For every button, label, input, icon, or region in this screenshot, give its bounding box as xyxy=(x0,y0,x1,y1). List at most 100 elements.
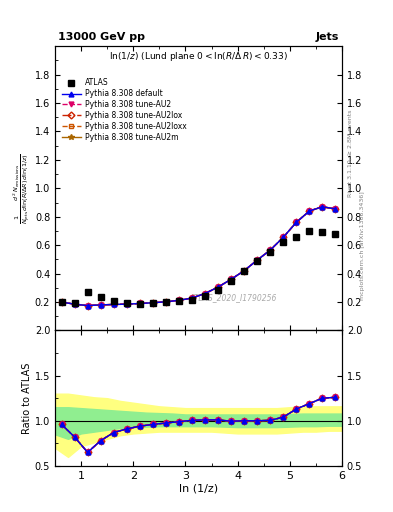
ATLAS xyxy=(229,278,233,284)
Pythia 8.308 tune-AU2 xyxy=(72,301,77,307)
Pythia 8.308 tune-AU2m xyxy=(333,206,338,212)
Pythia 8.308 tune-AU2 xyxy=(203,290,208,296)
Line: Pythia 8.308 tune-AU2m: Pythia 8.308 tune-AU2m xyxy=(59,204,338,308)
Pythia 8.308 tune-AU2 xyxy=(268,247,273,253)
Pythia 8.308 default xyxy=(59,299,64,305)
Pythia 8.308 tune-AU2loxx xyxy=(255,257,259,263)
Pythia 8.308 tune-AU2loxx xyxy=(229,276,233,282)
Pythia 8.308 tune-AU2lox xyxy=(111,302,116,308)
Y-axis label: $\frac{1}{N_\mathrm{jets}}\frac{d^2\,N_\mathrm{emissions}}{d\ln(R/\Delta R)\,d\l: $\frac{1}{N_\mathrm{jets}}\frac{d^2\,N_\… xyxy=(11,153,32,224)
Pythia 8.308 tune-AU2m xyxy=(176,297,181,304)
Pythia 8.308 tune-AU2 xyxy=(189,295,194,301)
ATLAS xyxy=(176,298,181,305)
Pythia 8.308 tune-AU2loxx xyxy=(111,302,116,308)
Pythia 8.308 tune-AU2lox xyxy=(138,301,142,307)
Pythia 8.308 tune-AU2lox xyxy=(85,303,90,309)
Pythia 8.308 tune-AU2 xyxy=(281,234,286,241)
Pythia 8.308 tune-AU2lox xyxy=(59,299,64,305)
Pythia 8.308 tune-AU2m xyxy=(320,204,325,210)
Pythia 8.308 default xyxy=(163,298,168,305)
Pythia 8.308 tune-AU2loxx xyxy=(333,206,338,212)
Pythia 8.308 tune-AU2 xyxy=(294,219,299,225)
Pythia 8.308 tune-AU2 xyxy=(333,206,338,212)
Pythia 8.308 tune-AU2m xyxy=(138,301,142,307)
Pythia 8.308 tune-AU2m xyxy=(255,257,259,263)
ATLAS xyxy=(138,301,142,307)
Pythia 8.308 tune-AU2loxx xyxy=(281,234,286,241)
Pythia 8.308 tune-AU2 xyxy=(176,297,181,304)
Pythia 8.308 tune-AU2lox xyxy=(72,301,77,307)
Pythia 8.308 tune-AU2loxx xyxy=(203,290,208,296)
Pythia 8.308 tune-AU2 xyxy=(216,284,220,290)
ATLAS xyxy=(307,228,312,234)
Text: ATLAS_2020_I1790256: ATLAS_2020_I1790256 xyxy=(189,293,277,302)
Pythia 8.308 tune-AU2loxx xyxy=(242,268,246,274)
Text: mcplots.cern.ch [arXiv:1306.3436]: mcplots.cern.ch [arXiv:1306.3436] xyxy=(360,191,365,300)
ATLAS xyxy=(189,297,194,303)
ATLAS xyxy=(72,300,77,306)
Pythia 8.308 default xyxy=(333,206,338,212)
Pythia 8.308 tune-AU2loxx xyxy=(125,301,129,307)
Text: 13000 GeV pp: 13000 GeV pp xyxy=(58,32,145,42)
Pythia 8.308 tune-AU2lox xyxy=(307,208,312,214)
Pythia 8.308 default xyxy=(320,204,325,210)
ATLAS xyxy=(268,248,273,254)
Pythia 8.308 tune-AU2lox xyxy=(229,276,233,282)
Legend: ATLAS, Pythia 8.308 default, Pythia 8.308 tune-AU2, Pythia 8.308 tune-AU2lox, Py: ATLAS, Pythia 8.308 default, Pythia 8.30… xyxy=(62,78,186,142)
Pythia 8.308 tune-AU2loxx xyxy=(98,302,103,308)
Pythia 8.308 tune-AU2 xyxy=(255,257,259,263)
Pythia 8.308 tune-AU2m xyxy=(59,299,64,305)
Pythia 8.308 tune-AU2m xyxy=(98,302,103,308)
Pythia 8.308 default xyxy=(294,219,299,225)
Pythia 8.308 tune-AU2m xyxy=(151,300,155,306)
Pythia 8.308 tune-AU2lox xyxy=(255,257,259,263)
ATLAS xyxy=(333,231,338,237)
Pythia 8.308 tune-AU2loxx xyxy=(216,284,220,290)
Pythia 8.308 tune-AU2m xyxy=(189,295,194,301)
Pythia 8.308 tune-AU2m xyxy=(268,247,273,253)
Pythia 8.308 tune-AU2lox xyxy=(320,204,325,210)
Y-axis label: Ratio to ATLAS: Ratio to ATLAS xyxy=(22,362,32,434)
Pythia 8.308 tune-AU2 xyxy=(163,298,168,305)
Pythia 8.308 default xyxy=(189,295,194,301)
Pythia 8.308 tune-AU2loxx xyxy=(85,303,90,309)
Pythia 8.308 tune-AU2 xyxy=(320,204,325,210)
ATLAS xyxy=(294,233,299,240)
ATLAS xyxy=(125,300,129,306)
Pythia 8.308 tune-AU2m xyxy=(281,234,286,241)
Pythia 8.308 tune-AU2 xyxy=(85,303,90,309)
ATLAS xyxy=(216,287,220,293)
Pythia 8.308 default xyxy=(125,301,129,307)
Pythia 8.308 tune-AU2loxx xyxy=(59,299,64,305)
Pythia 8.308 tune-AU2loxx xyxy=(163,298,168,305)
Pythia 8.308 default xyxy=(307,208,312,214)
Pythia 8.308 tune-AU2m xyxy=(72,301,77,307)
Pythia 8.308 tune-AU2loxx xyxy=(72,301,77,307)
Line: Pythia 8.308 tune-AU2lox: Pythia 8.308 tune-AU2lox xyxy=(59,204,338,308)
ATLAS xyxy=(59,299,64,305)
Pythia 8.308 tune-AU2 xyxy=(59,299,64,305)
Pythia 8.308 tune-AU2lox xyxy=(151,300,155,306)
Pythia 8.308 tune-AU2lox xyxy=(163,298,168,305)
Pythia 8.308 tune-AU2lox xyxy=(125,301,129,307)
Pythia 8.308 default xyxy=(111,302,116,308)
ATLAS xyxy=(98,294,103,300)
Pythia 8.308 default xyxy=(176,297,181,304)
Pythia 8.308 tune-AU2m xyxy=(294,219,299,225)
Pythia 8.308 tune-AU2m xyxy=(307,208,312,214)
Pythia 8.308 tune-AU2lox xyxy=(268,247,273,253)
Pythia 8.308 default xyxy=(255,257,259,263)
ATLAS xyxy=(163,299,168,305)
Pythia 8.308 tune-AU2loxx xyxy=(189,295,194,301)
Pythia 8.308 default xyxy=(151,300,155,306)
Pythia 8.308 tune-AU2lox xyxy=(176,297,181,304)
ATLAS xyxy=(320,229,325,236)
Pythia 8.308 default xyxy=(229,276,233,282)
ATLAS xyxy=(242,268,246,274)
Pythia 8.308 default xyxy=(281,234,286,241)
Pythia 8.308 tune-AU2lox xyxy=(281,234,286,241)
Pythia 8.308 default xyxy=(85,303,90,309)
ATLAS xyxy=(85,289,90,295)
Pythia 8.308 tune-AU2lox xyxy=(98,302,103,308)
Pythia 8.308 tune-AU2loxx xyxy=(307,208,312,214)
